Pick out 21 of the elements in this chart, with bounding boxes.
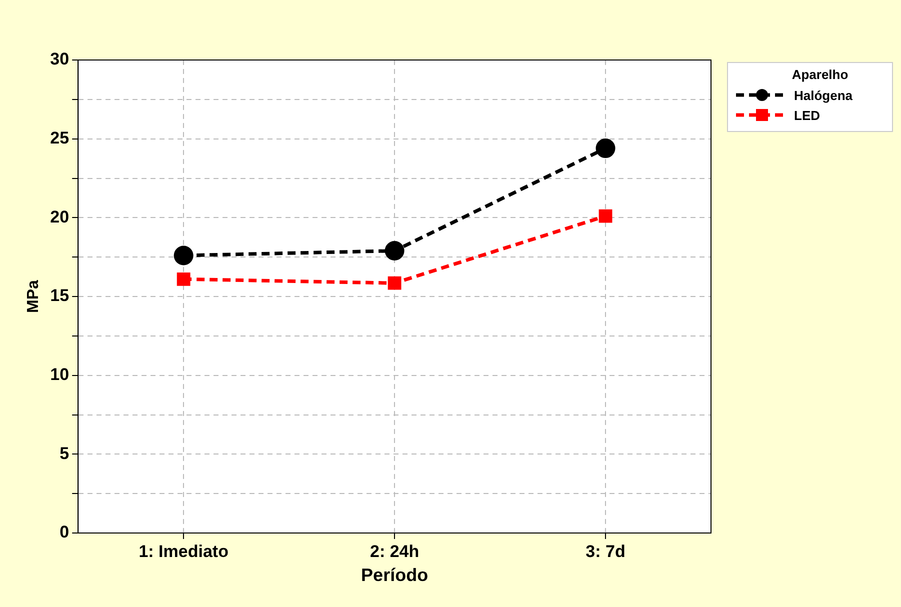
point [388,276,402,290]
point [598,209,612,223]
point [596,138,616,158]
y-tick-label: 30 [50,50,70,69]
legend-title: Aparelho [790,67,850,82]
legend-label: Halógena [794,88,853,102]
y-tick-label: 0 [60,522,70,542]
point [174,246,194,266]
y-tick-label: 20 [50,207,70,226]
y-tick-label: 5 [60,444,70,463]
x-tick-label: 3: 7d [586,542,626,561]
y-tick-label: 10 [50,365,70,384]
x-tick-label: 2: 24h [370,542,420,561]
point [384,241,404,261]
y-axis-title: MPa [25,280,42,313]
x-axis-title: Período [361,565,428,586]
y-tick-label: 25 [50,128,70,148]
y-tick-label: 15 [50,286,70,306]
legend-label: LED [794,108,820,122]
x-tick-label: 1: Imediato [138,542,228,561]
point [176,272,190,286]
